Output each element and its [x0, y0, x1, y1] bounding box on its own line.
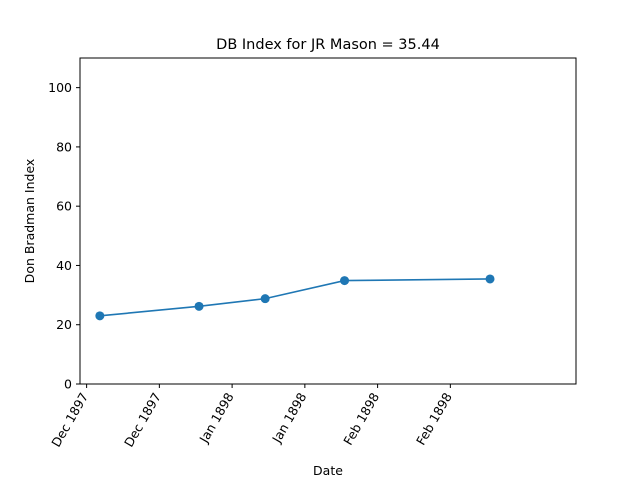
y-tick-label: 0	[64, 377, 72, 392]
y-tick-label: 20	[56, 317, 72, 332]
plot-frame	[79, 57, 577, 385]
chart-title: DB Index for JR Mason = 35.44	[216, 37, 440, 53]
data-point	[95, 311, 105, 321]
data-point	[485, 274, 495, 284]
x-axis-label: Date	[313, 463, 343, 478]
y-tick-label: 100	[48, 80, 72, 95]
y-tick-label: 40	[56, 258, 72, 273]
y-tick-label: 80	[56, 139, 72, 154]
data-point	[194, 301, 204, 311]
data-point	[260, 294, 270, 304]
y-axis-label: Don Bradman Index	[22, 159, 37, 284]
data-point	[340, 276, 350, 286]
y-tick-label: 60	[56, 199, 72, 214]
